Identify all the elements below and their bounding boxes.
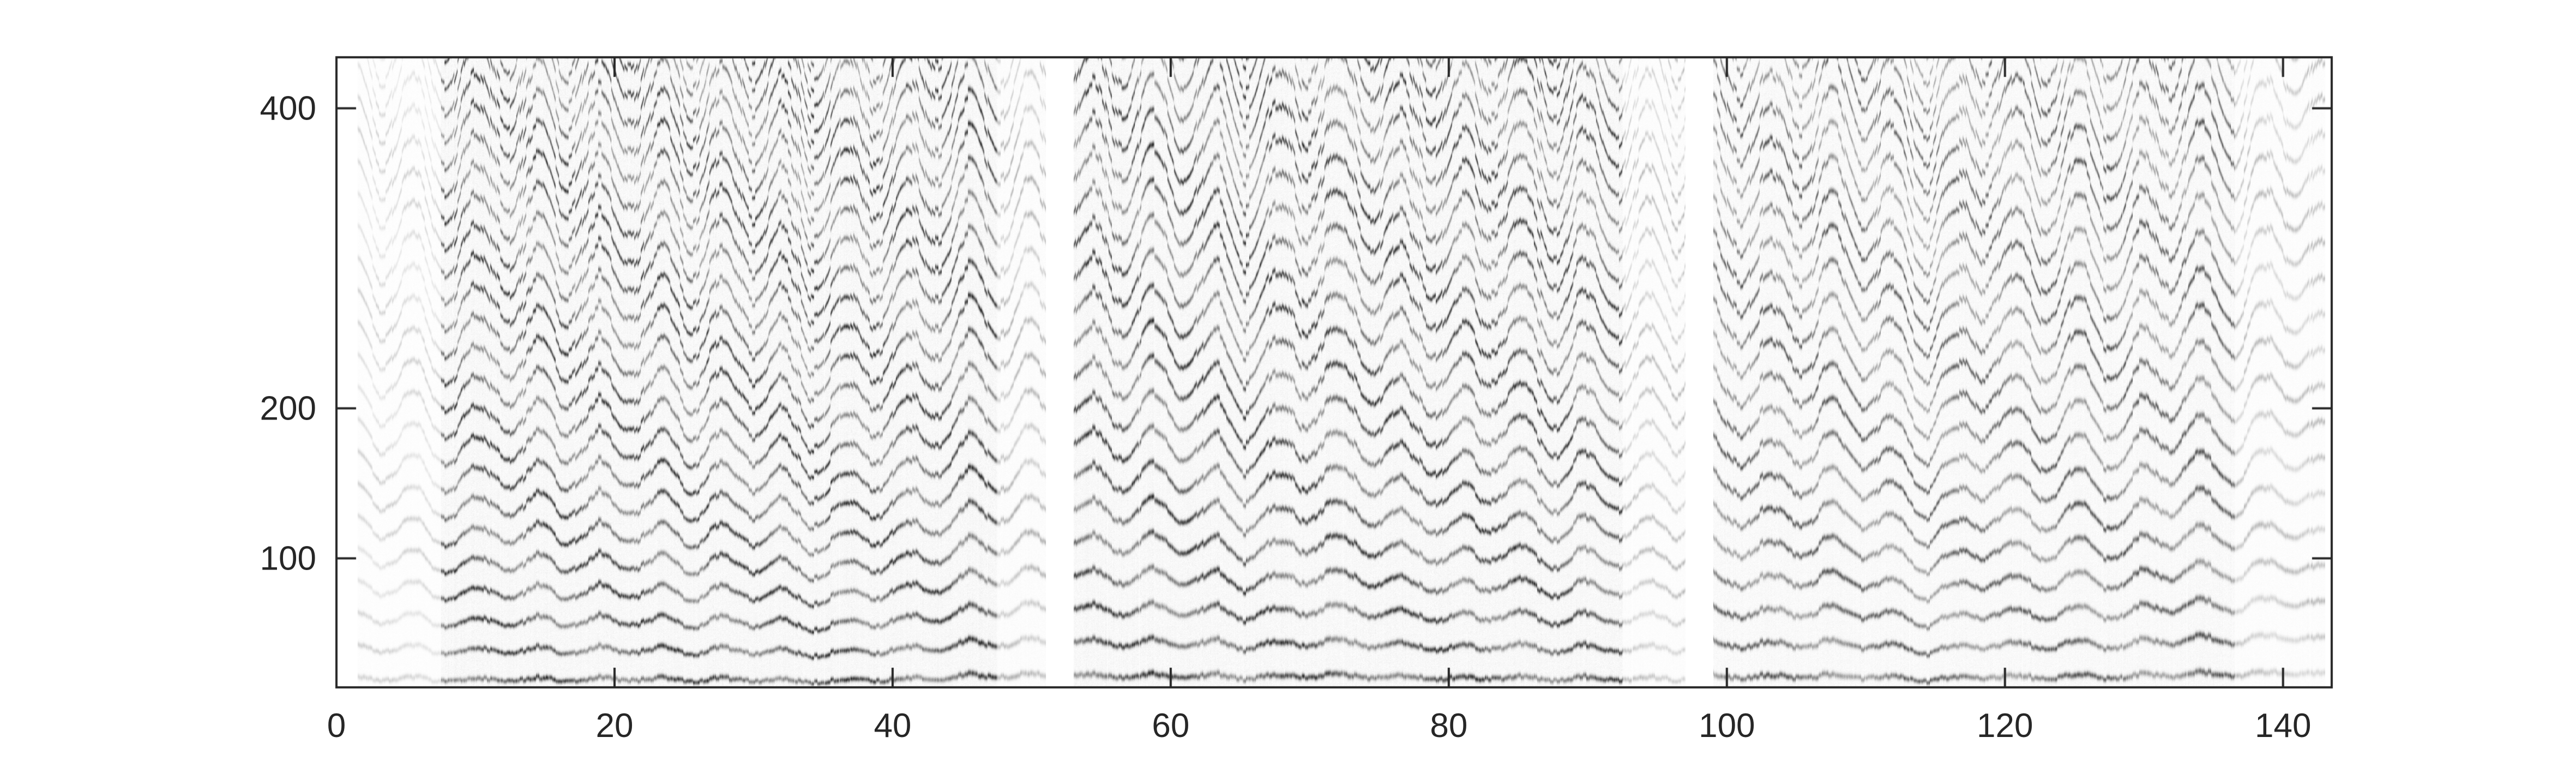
y-tick-label: 100	[260, 540, 316, 577]
x-tick-label: 120	[1977, 707, 2033, 745]
x-tick-label: 0	[327, 707, 346, 745]
x-tick-label: 100	[1699, 707, 1755, 745]
x-tick-label: 140	[2255, 707, 2312, 745]
y-tick-label: 400	[260, 89, 316, 127]
x-tick-label: 80	[1430, 707, 1468, 745]
x-tick-label: 40	[874, 707, 912, 745]
x-tick-label: 20	[595, 707, 634, 745]
x-tick-label: 60	[1152, 707, 1190, 745]
y-tick-label: 200	[260, 390, 316, 427]
